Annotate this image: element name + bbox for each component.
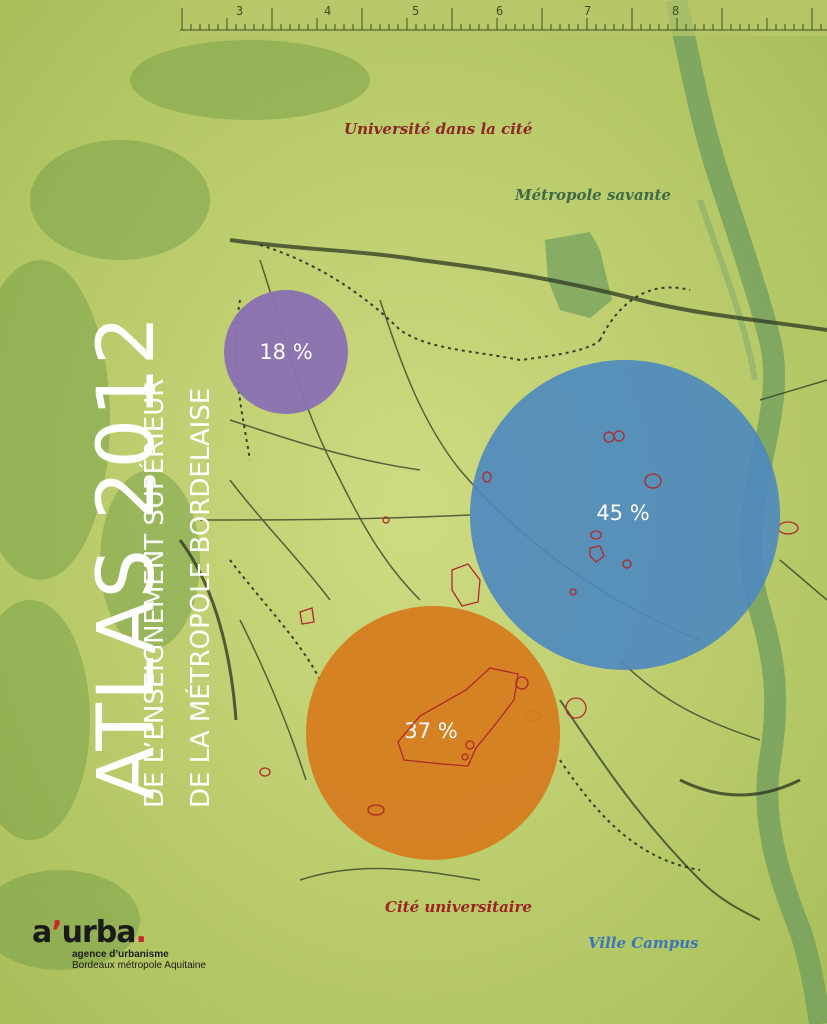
ruler: 3 4 5 6 7 8 [190, 0, 827, 36]
logo-mark-suffix: urba [61, 915, 137, 950]
bubble-label: 45 % [596, 501, 650, 525]
ruler-number: 8 [672, 4, 680, 18]
bubble-18-percent: 18 % [224, 290, 348, 414]
theme-universite-dans-la-cite: Université dans la cité [344, 120, 533, 138]
bubble-label: 18 % [259, 340, 313, 364]
logo-mark-prefix: a [32, 915, 52, 950]
ruler-number: 3 [236, 4, 244, 18]
theme-ville-campus: Ville Campus [588, 934, 699, 952]
bubble-45-percent: 45 % [470, 360, 780, 670]
cover-subtitle-line2: DE LA MÉTROPOLE BORDELAISE [186, 387, 216, 808]
logo-mark-apostrophe: ’ [51, 915, 62, 950]
cover-subtitle-line1: DE L’ENSEIGNEMENT SUPÉRIEUR [140, 378, 170, 808]
theme-metropole-savante: Métropole savante [515, 186, 671, 204]
ruler-number: 4 [324, 4, 332, 18]
ruler-number: 5 [412, 4, 420, 18]
logo-line2: Bordeaux métropole Aquitaine [72, 960, 206, 971]
theme-cite-universitaire: Cité universitaire [385, 898, 532, 916]
ruler-number: 6 [496, 4, 504, 18]
logo-mark-dot: . [135, 915, 147, 950]
bubble-37-percent: 37 % [306, 606, 560, 860]
aurba-logo: a’urba. agence d’urbanisme Bordeaux métr… [32, 918, 232, 988]
ruler-number: 7 [584, 4, 592, 18]
bubble-label: 37 % [404, 719, 458, 743]
logo-mark: a’urba. [32, 918, 232, 948]
logo-line1: agence d’urbanisme [72, 949, 169, 960]
